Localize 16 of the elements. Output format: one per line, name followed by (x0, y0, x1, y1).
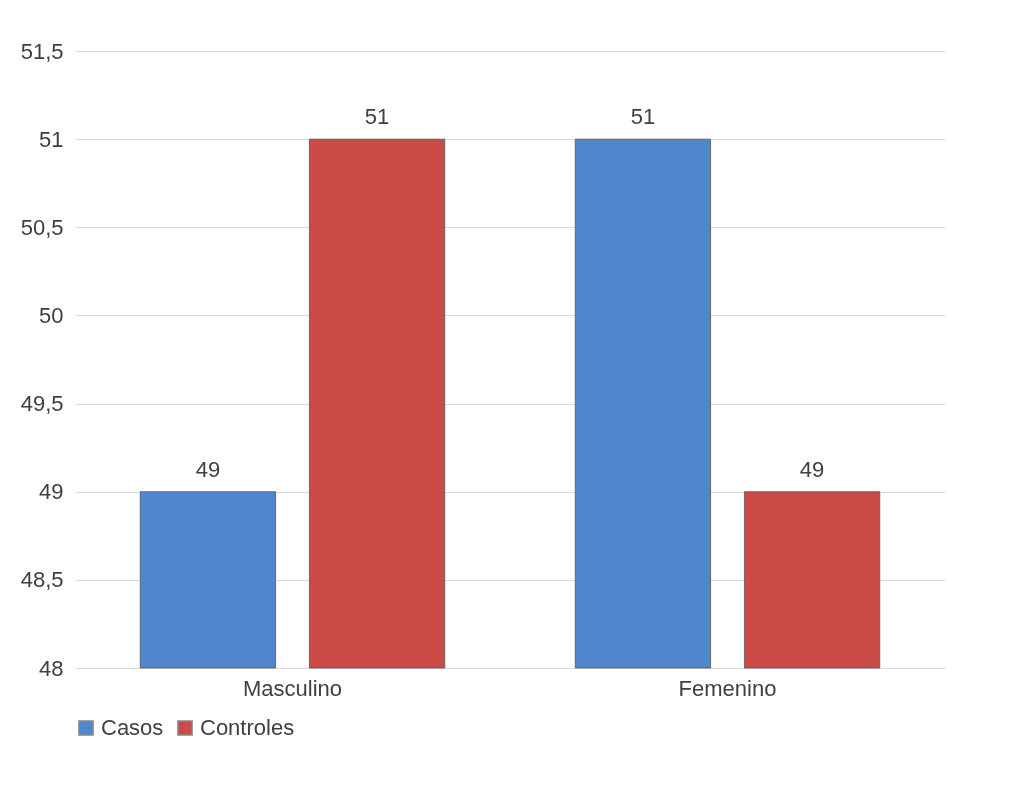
y-tick-label: 50,5 (20, 214, 64, 240)
y-tick-label: 51 (39, 126, 64, 152)
data-label: 51 (364, 104, 390, 130)
y-tick-label: 51,5 (20, 38, 64, 64)
y-tick-label: 50 (39, 302, 64, 328)
legend-label: Controles (200, 715, 295, 740)
data-label: 51 (630, 104, 656, 130)
legend-label: Casos (101, 715, 164, 740)
x-tick-label: Masculino (242, 675, 343, 701)
data-label: 49 (799, 456, 825, 482)
data-label: 49 (195, 456, 221, 482)
y-tick-label: 48 (39, 655, 64, 681)
x-tick-label: Femenino (678, 675, 777, 701)
y-tick-label: 48,5 (20, 567, 64, 593)
y-tick-label: 49,5 (20, 391, 64, 417)
y-tick-label: 49 (39, 479, 64, 505)
